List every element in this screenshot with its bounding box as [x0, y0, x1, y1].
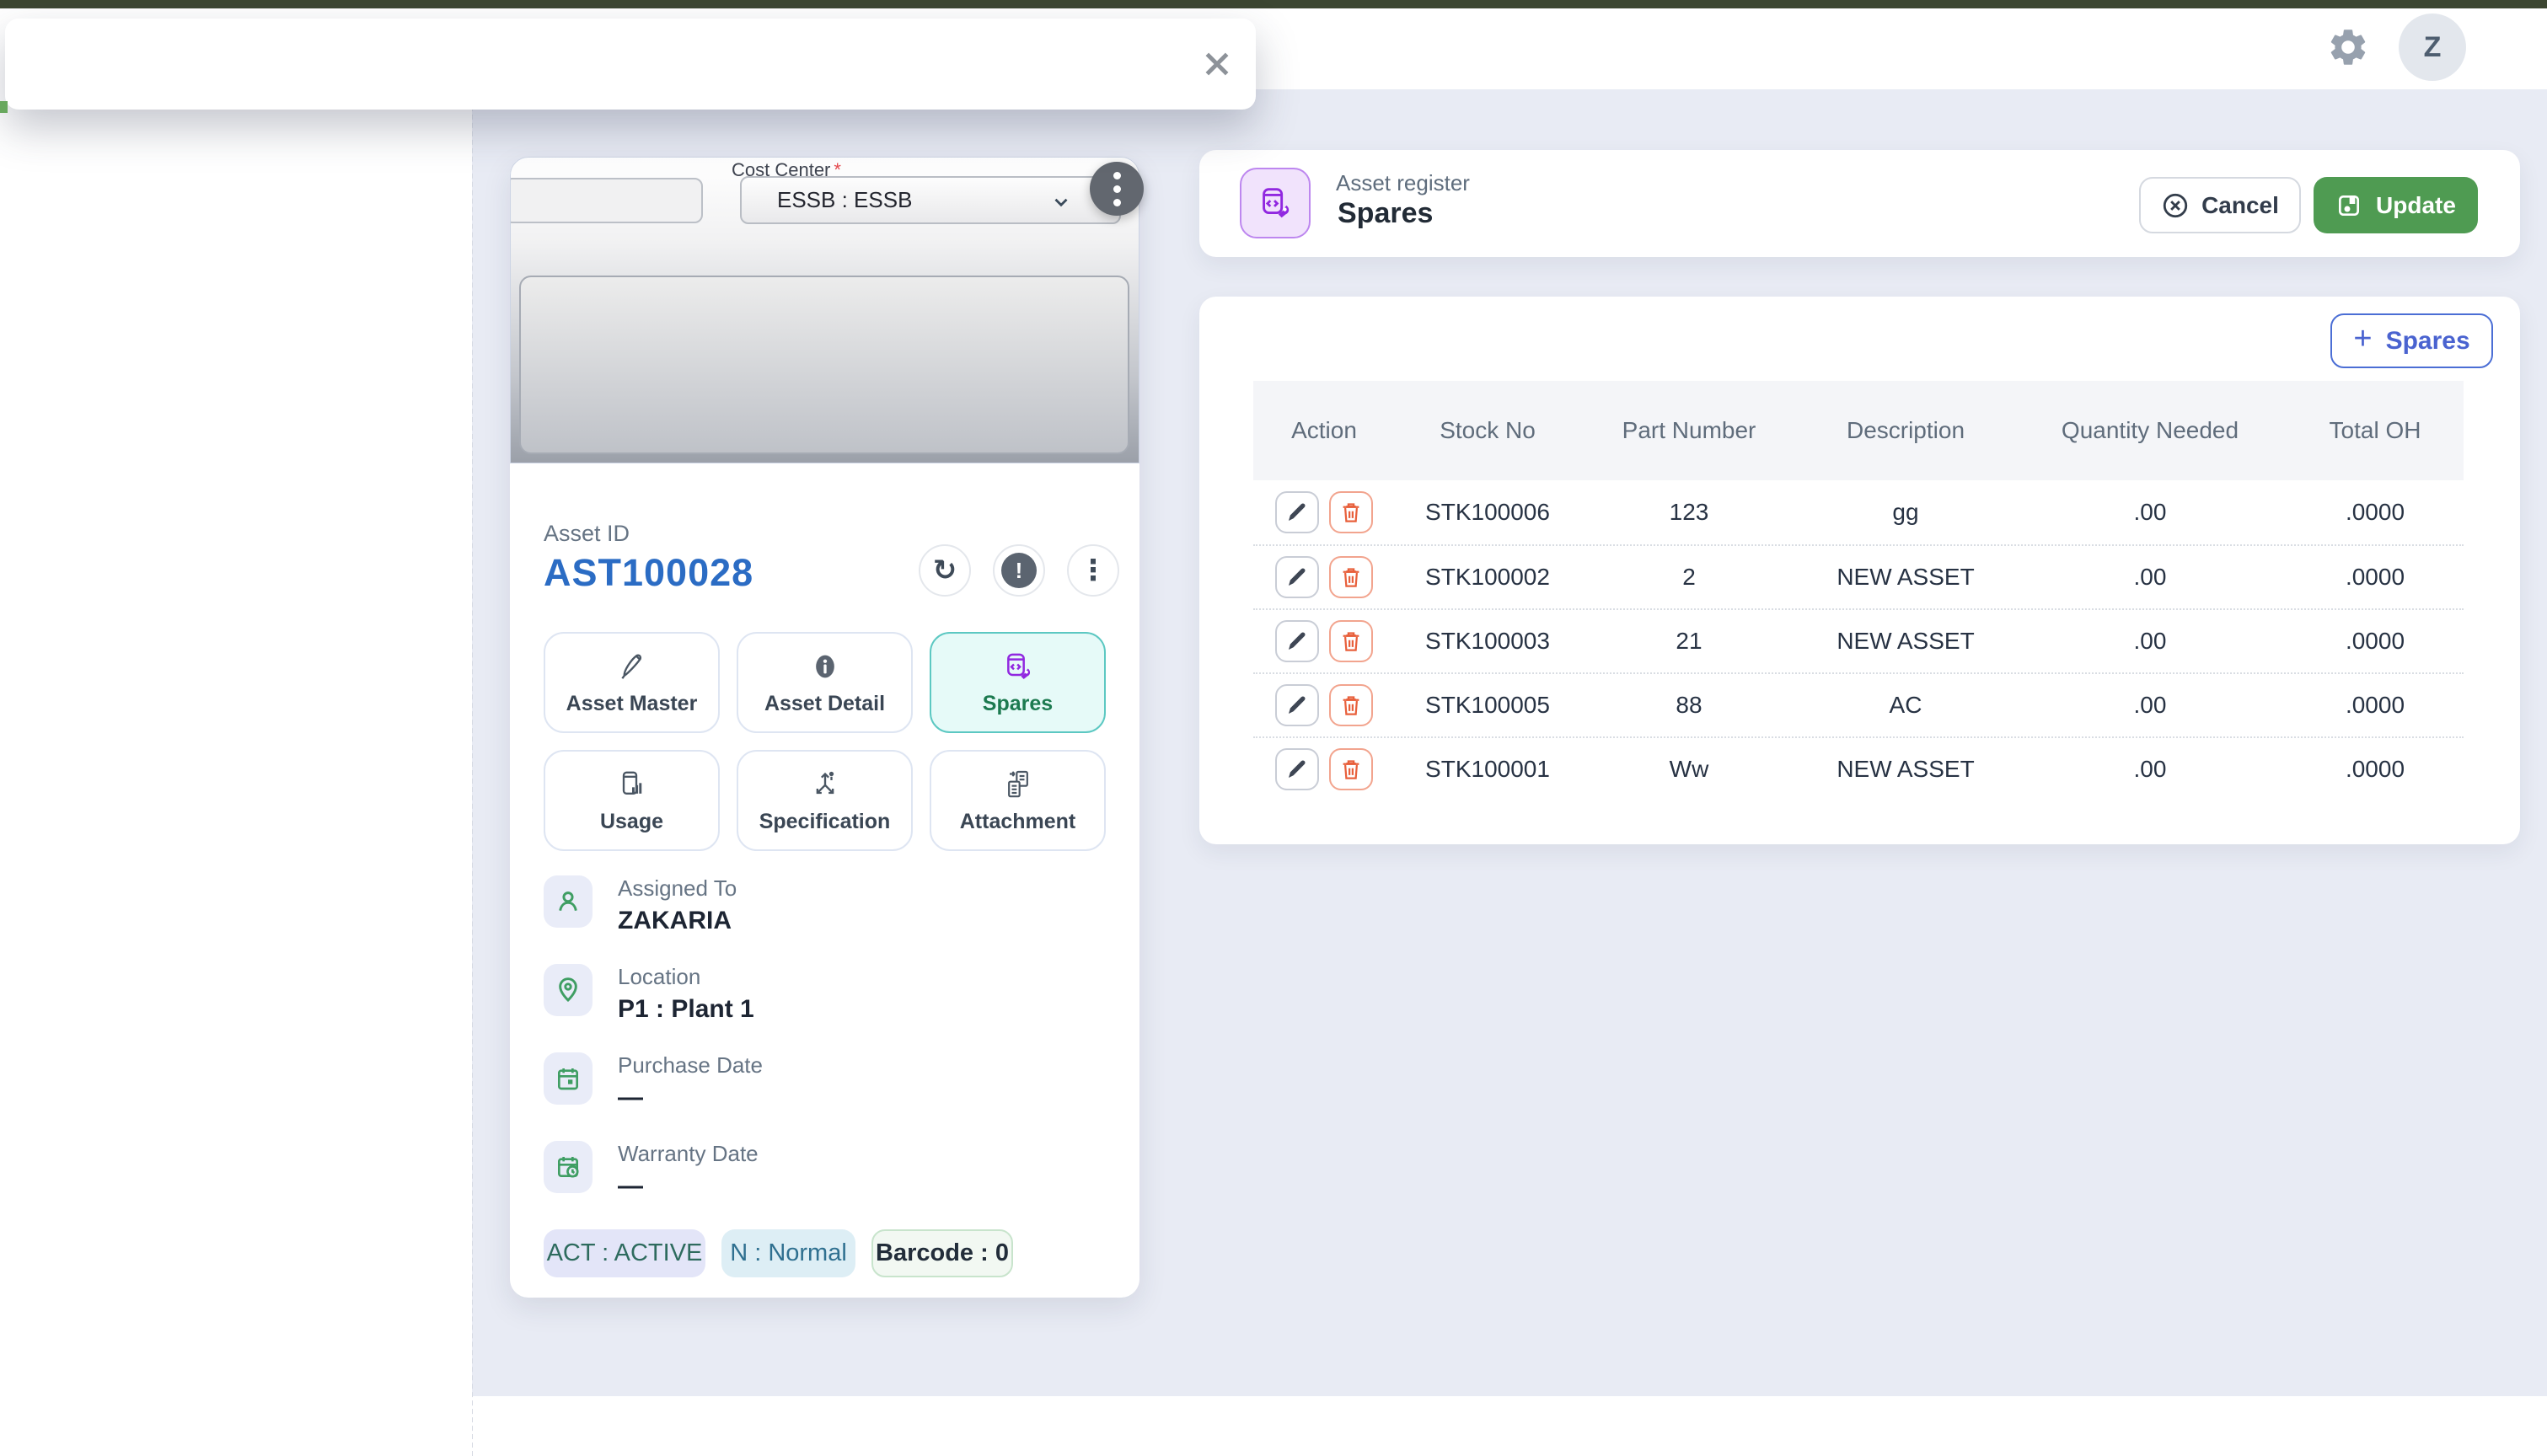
pencil-icon	[1289, 696, 1306, 714]
tab-asset-detail[interactable]: Asset Detail	[737, 632, 913, 733]
save-icon	[2339, 195, 2360, 216]
trash-icon	[1343, 632, 1359, 651]
detail-assigned-to: Assigned To ZAKARIA	[544, 875, 1106, 934]
sidebar-divider	[471, 89, 473, 1456]
circled-x-icon	[2163, 193, 2188, 217]
main-content: Cost Center * ESSB : ESSB Asset ID AST100…	[472, 89, 2547, 1396]
attachment-docs-icon	[1007, 770, 1028, 797]
delete-row-button[interactable]	[1329, 556, 1373, 598]
breadcrumb: Asset register	[1336, 170, 1470, 195]
sidebar	[0, 89, 472, 1456]
table-header: Action Stock No Part Number Description …	[1253, 381, 2464, 480]
asset-tabs: Asset Master Asset Detail	[544, 632, 1106, 851]
page-title: Spares	[1338, 197, 1434, 229]
calendar-icon	[544, 1052, 593, 1105]
delete-row-button[interactable]	[1329, 748, 1373, 790]
tab-attachment[interactable]: Attachment	[930, 750, 1106, 851]
asset-id-value: AST100028	[544, 551, 754, 594]
person-icon	[544, 875, 593, 928]
overlay-accent-chip	[0, 101, 8, 113]
spares-wrench-icon	[1006, 653, 1030, 679]
spares-table: Action Stock No Part Number Description …	[1253, 381, 2464, 800]
asset-form-preview: Cost Center * ESSB : ESSB	[510, 157, 1139, 463]
asset-summary-card: Cost Center * ESSB : ESSB Asset ID AST100…	[510, 157, 1144, 1298]
delete-row-button[interactable]	[1329, 620, 1373, 662]
notification-overlay-panel	[5, 19, 1256, 110]
tab-asset-master[interactable]: Asset Master	[544, 632, 720, 733]
edit-row-button[interactable]	[1275, 491, 1319, 533]
card-kebab-menu-button[interactable]: ⋮	[1067, 544, 1119, 597]
trash-icon	[1343, 568, 1359, 587]
asset-id-label: Asset ID	[544, 521, 630, 546]
pencil-icon	[1289, 568, 1306, 586]
user-avatar[interactable]: Z	[2399, 13, 2466, 81]
usage-phone-icon	[622, 771, 641, 795]
edit-row-button[interactable]	[1275, 620, 1319, 662]
refresh-button[interactable]: ↻	[919, 544, 971, 597]
asset-details: Assigned To ZAKARIA Location P1 : Plant …	[544, 875, 1106, 1200]
edit-row-button[interactable]	[1275, 748, 1319, 790]
table-row: STK100006 123 gg .00 .0000	[1253, 480, 2464, 544]
settings-gear-icon[interactable]	[2326, 25, 2370, 69]
info-icon	[815, 655, 834, 677]
chevron-down-icon	[1050, 191, 1072, 213]
pen-icon	[620, 653, 641, 679]
detail-location: Location P1 : Plant 1	[544, 964, 1106, 1023]
asset-badges: ACT : ACTIVE N : Normal Barcode : 0	[544, 1229, 1106, 1277]
table-row: STK100003 21 NEW ASSET .00 .0000	[1253, 608, 2464, 672]
form-input-partial[interactable]	[511, 178, 703, 223]
alert-icon: !	[1001, 553, 1037, 588]
form-kebab-menu-button[interactable]	[1090, 162, 1144, 216]
tab-spares[interactable]: Spares	[930, 632, 1106, 733]
table-row: STK100001 Ww NEW ASSET .00 .0000	[1253, 736, 2464, 800]
asset-card-body: Asset ID AST100028 ↻ ! ⋮ Asset Master	[544, 463, 1119, 1298]
delete-row-button[interactable]	[1329, 684, 1373, 726]
add-spares-button[interactable]: + Spares	[2330, 313, 2493, 368]
pencil-icon	[1289, 632, 1306, 650]
form-textarea-ghost[interactable]	[519, 276, 1129, 454]
edit-row-button[interactable]	[1275, 556, 1319, 598]
pencil-icon	[1289, 760, 1306, 778]
barcode-badge: Barcode : 0	[871, 1229, 1013, 1277]
asset-register-header-card: Asset register Spares Cancel Update	[1199, 150, 2520, 257]
detail-warranty-date: Warranty Date —	[544, 1141, 1106, 1200]
close-button[interactable]	[1200, 47, 1234, 81]
criticality-badge: N : Normal	[721, 1229, 855, 1277]
cancel-button[interactable]: Cancel	[2139, 177, 2301, 233]
calendar-clock-icon	[544, 1141, 593, 1193]
spares-table-card: + Spares Action Stock No Part Number Des…	[1199, 297, 2520, 844]
trash-icon	[1343, 760, 1359, 779]
pencil-icon	[1289, 503, 1306, 521]
spares-panel-icon	[1240, 168, 1311, 238]
detail-purchase-date: Purchase Date —	[544, 1052, 1106, 1111]
status-badge: ACT : ACTIVE	[544, 1229, 705, 1277]
branch-arrows-icon	[816, 771, 834, 794]
kebab-icon: ⋮	[1079, 554, 1107, 586]
top-accent-strip	[0, 0, 2547, 8]
plus-icon: +	[2353, 321, 2373, 356]
tab-specification[interactable]: Specification	[737, 750, 913, 851]
update-button[interactable]: Update	[2314, 177, 2478, 233]
table-row: STK100005 88 AC .00 .0000	[1253, 672, 2464, 736]
trash-icon	[1343, 696, 1359, 715]
cost-center-select[interactable]: ESSB : ESSB	[740, 176, 1121, 224]
close-icon	[1205, 52, 1229, 76]
delete-row-button[interactable]	[1329, 491, 1373, 533]
trash-icon	[1343, 503, 1359, 522]
alert-button[interactable]: !	[993, 544, 1045, 597]
tab-usage[interactable]: Usage	[544, 750, 720, 851]
location-pin-icon	[544, 964, 593, 1016]
edit-row-button[interactable]	[1275, 684, 1319, 726]
table-row: STK100002 2 NEW ASSET .00 .0000	[1253, 544, 2464, 608]
refresh-icon: ↻	[932, 554, 957, 586]
required-asterisk: *	[834, 159, 841, 180]
